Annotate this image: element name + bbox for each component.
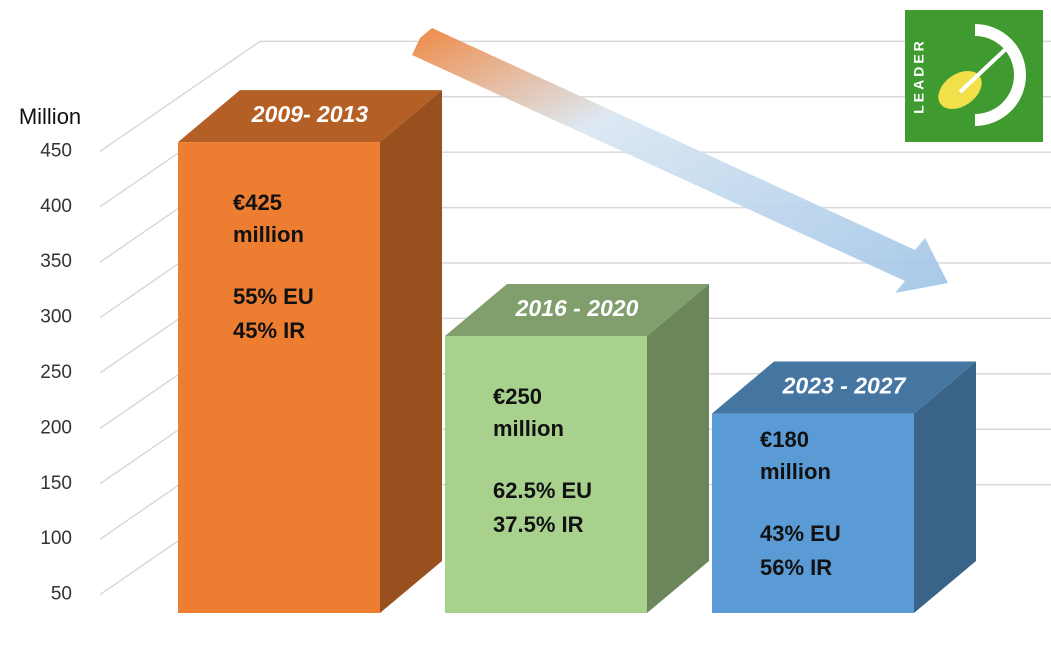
bar-top [712, 361, 976, 414]
logo-stem [958, 43, 1012, 94]
trend-arrow [412, 28, 948, 293]
bar-top [445, 284, 709, 336]
grid-line [99, 40, 1051, 153]
bar-side [647, 284, 709, 613]
bar-side [914, 361, 976, 613]
bar [445, 336, 647, 613]
bar-side [380, 90, 442, 614]
category-label: 2009- 2013 [251, 101, 369, 127]
share-label: 56% IR [760, 554, 833, 580]
share-label: 37.5% IR [493, 512, 584, 537]
logo-text: LEADER [911, 38, 927, 114]
value-label: €180 million [760, 426, 831, 484]
y-tick-label: 300 [40, 307, 72, 328]
y-tick-label: 350 [40, 251, 72, 272]
category-label: 2016 - 2020 [515, 295, 639, 321]
y-tick-label: 100 [40, 528, 72, 549]
bar [178, 142, 380, 613]
share-label: 62.5% EU [493, 478, 593, 503]
bar-top [178, 90, 442, 143]
value-label: €425 million [233, 190, 304, 248]
bars [178, 90, 976, 614]
bar [712, 413, 914, 613]
y-tick-label: 400 [40, 196, 72, 217]
y-tick-label: 450 [40, 140, 72, 161]
y-tick-label: 200 [40, 417, 72, 438]
share-label: 55% EU [233, 284, 314, 310]
y-tick-label: 250 [40, 362, 72, 383]
value-label: €250 million [493, 384, 564, 441]
share-label: 45% IR [233, 318, 306, 344]
share-label: 43% EU [760, 520, 841, 546]
category-label: 2023 - 2027 [782, 373, 907, 399]
y-tick-label: 50 [51, 584, 72, 605]
y-axis-label: Million [19, 104, 81, 129]
y-tick-label: 150 [40, 473, 72, 494]
logo-ring [974, 24, 1026, 126]
